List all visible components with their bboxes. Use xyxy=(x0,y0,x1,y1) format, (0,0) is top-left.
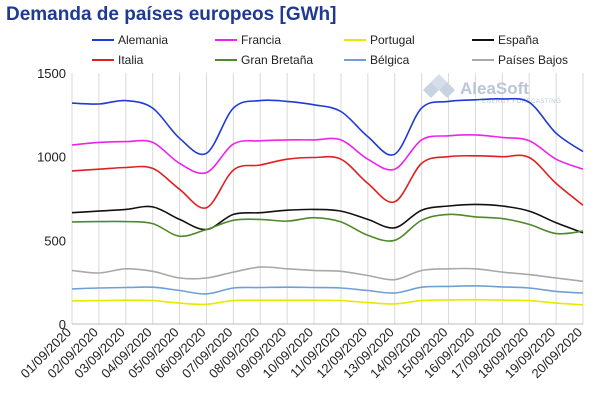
logo-name: AleaSoft xyxy=(460,79,529,98)
series-line-espana xyxy=(71,203,584,234)
series-line-gran-bretana xyxy=(71,213,584,242)
legend-item-gran-bretana: Gran Bretaña xyxy=(215,53,313,67)
y-tick-label: 1000 xyxy=(37,150,66,165)
legend-label: España xyxy=(498,33,539,47)
legend-label: Países Bajos xyxy=(498,53,568,67)
legend-label: Italia xyxy=(118,53,144,67)
legend-item-paises-bajos: Países Bajos xyxy=(472,53,568,67)
aleasoft-logo: AleaSoft ENERGY FORECASTING xyxy=(423,74,561,105)
legend-item-portugal: Portugal xyxy=(344,33,415,47)
series-line-portugal xyxy=(71,298,584,306)
legend-item-francia: Francia xyxy=(215,33,281,47)
legend-label: Bélgica xyxy=(370,53,410,67)
series-line-francia xyxy=(71,133,584,175)
legend-label: Alemania xyxy=(118,33,168,47)
chart-title: Demanda de países europeos [GWh] xyxy=(6,4,337,25)
legend-label: Francia xyxy=(241,33,281,47)
series-line-paises-bajos xyxy=(71,266,584,283)
logo-mark-icon xyxy=(423,74,455,98)
legend-label: Gran Bretaña xyxy=(241,53,313,67)
legend-label: Portugal xyxy=(370,33,415,47)
legend-item-italia: Italia xyxy=(92,53,144,67)
y-tick-label: 1500 xyxy=(37,66,66,81)
series xyxy=(71,97,584,306)
series-line-belgica xyxy=(71,284,584,295)
axes: 05001000150001/09/202002/09/202003/09/20… xyxy=(17,66,585,381)
y-tick-label: 500 xyxy=(44,233,66,248)
logo-tagline: ENERGY FORECASTING xyxy=(482,99,561,105)
legend-item-espana: España xyxy=(472,33,539,47)
legend-item-belgica: Bélgica xyxy=(344,53,410,67)
y-tick-label: 0 xyxy=(59,317,66,332)
grid xyxy=(71,73,584,324)
series-line-alemania xyxy=(71,97,584,156)
legend: Alemania Francia Portugal España Italia Gran … xyxy=(92,33,568,67)
legend-item-alemania: Alemania xyxy=(92,33,168,47)
series-line-italia xyxy=(71,154,584,209)
